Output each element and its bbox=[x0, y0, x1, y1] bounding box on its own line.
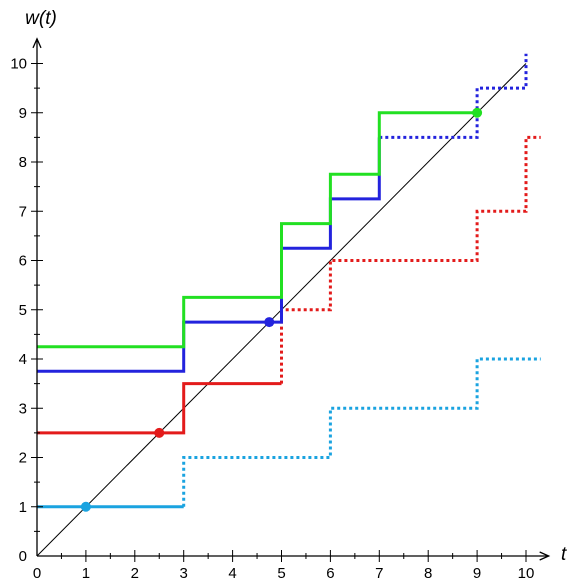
y-tick-label: 6 bbox=[19, 253, 27, 270]
x-tick-label: 2 bbox=[131, 565, 139, 582]
y-tick-label: 1 bbox=[19, 499, 27, 516]
y-tick-label: 0 bbox=[19, 548, 27, 565]
series-4-marker bbox=[472, 107, 483, 118]
y-tick-label: 2 bbox=[19, 450, 27, 467]
x-tick-label: 10 bbox=[518, 565, 535, 582]
series-layer bbox=[37, 53, 541, 509]
series-4-solid-line bbox=[37, 111, 478, 349]
y-tick-label: 9 bbox=[19, 105, 27, 122]
x-tick-label: 8 bbox=[424, 565, 432, 582]
x-tick-label: 0 bbox=[33, 565, 41, 582]
x-tick-label: 5 bbox=[277, 565, 285, 582]
series-3-solid-line bbox=[37, 137, 381, 373]
y-tick-label: 8 bbox=[19, 154, 27, 171]
y-axis-title: w(t) bbox=[25, 8, 57, 29]
y-tick-label: 4 bbox=[19, 351, 27, 368]
series-3-dotted-line bbox=[379, 53, 528, 139]
y-axis-arrowhead bbox=[32, 37, 42, 49]
series-3-marker bbox=[264, 317, 275, 328]
series-2-marker bbox=[154, 427, 165, 438]
x-tick-label: 6 bbox=[326, 565, 334, 582]
x-tick-label: 7 bbox=[375, 565, 383, 582]
x-axis-arrowhead bbox=[539, 551, 551, 561]
series-1-dotted-line bbox=[182, 357, 541, 507]
series-1-marker bbox=[80, 501, 91, 512]
y-tick-label: 5 bbox=[19, 302, 27, 319]
x-axis-title: t bbox=[561, 544, 567, 565]
series-2-solid-line bbox=[37, 382, 282, 435]
x-tick-label: 3 bbox=[180, 565, 188, 582]
label-layer: 0 1 2 3 4 5 6 7 8 9 10 0 1 2 3 4 5 6 7 8 9 10 bbox=[10, 56, 534, 582]
x-tick-label: 4 bbox=[228, 565, 236, 582]
x-tick-label: 9 bbox=[473, 565, 481, 582]
y-tick-label: 10 bbox=[10, 56, 27, 73]
y-tick-label: 3 bbox=[19, 400, 27, 417]
x-tick-label: 1 bbox=[82, 565, 90, 582]
y-tick-label: 7 bbox=[19, 203, 27, 220]
marker-layer bbox=[80, 107, 483, 512]
axes-layer bbox=[31, 37, 551, 562]
series-2-dotted-line bbox=[280, 135, 541, 384]
